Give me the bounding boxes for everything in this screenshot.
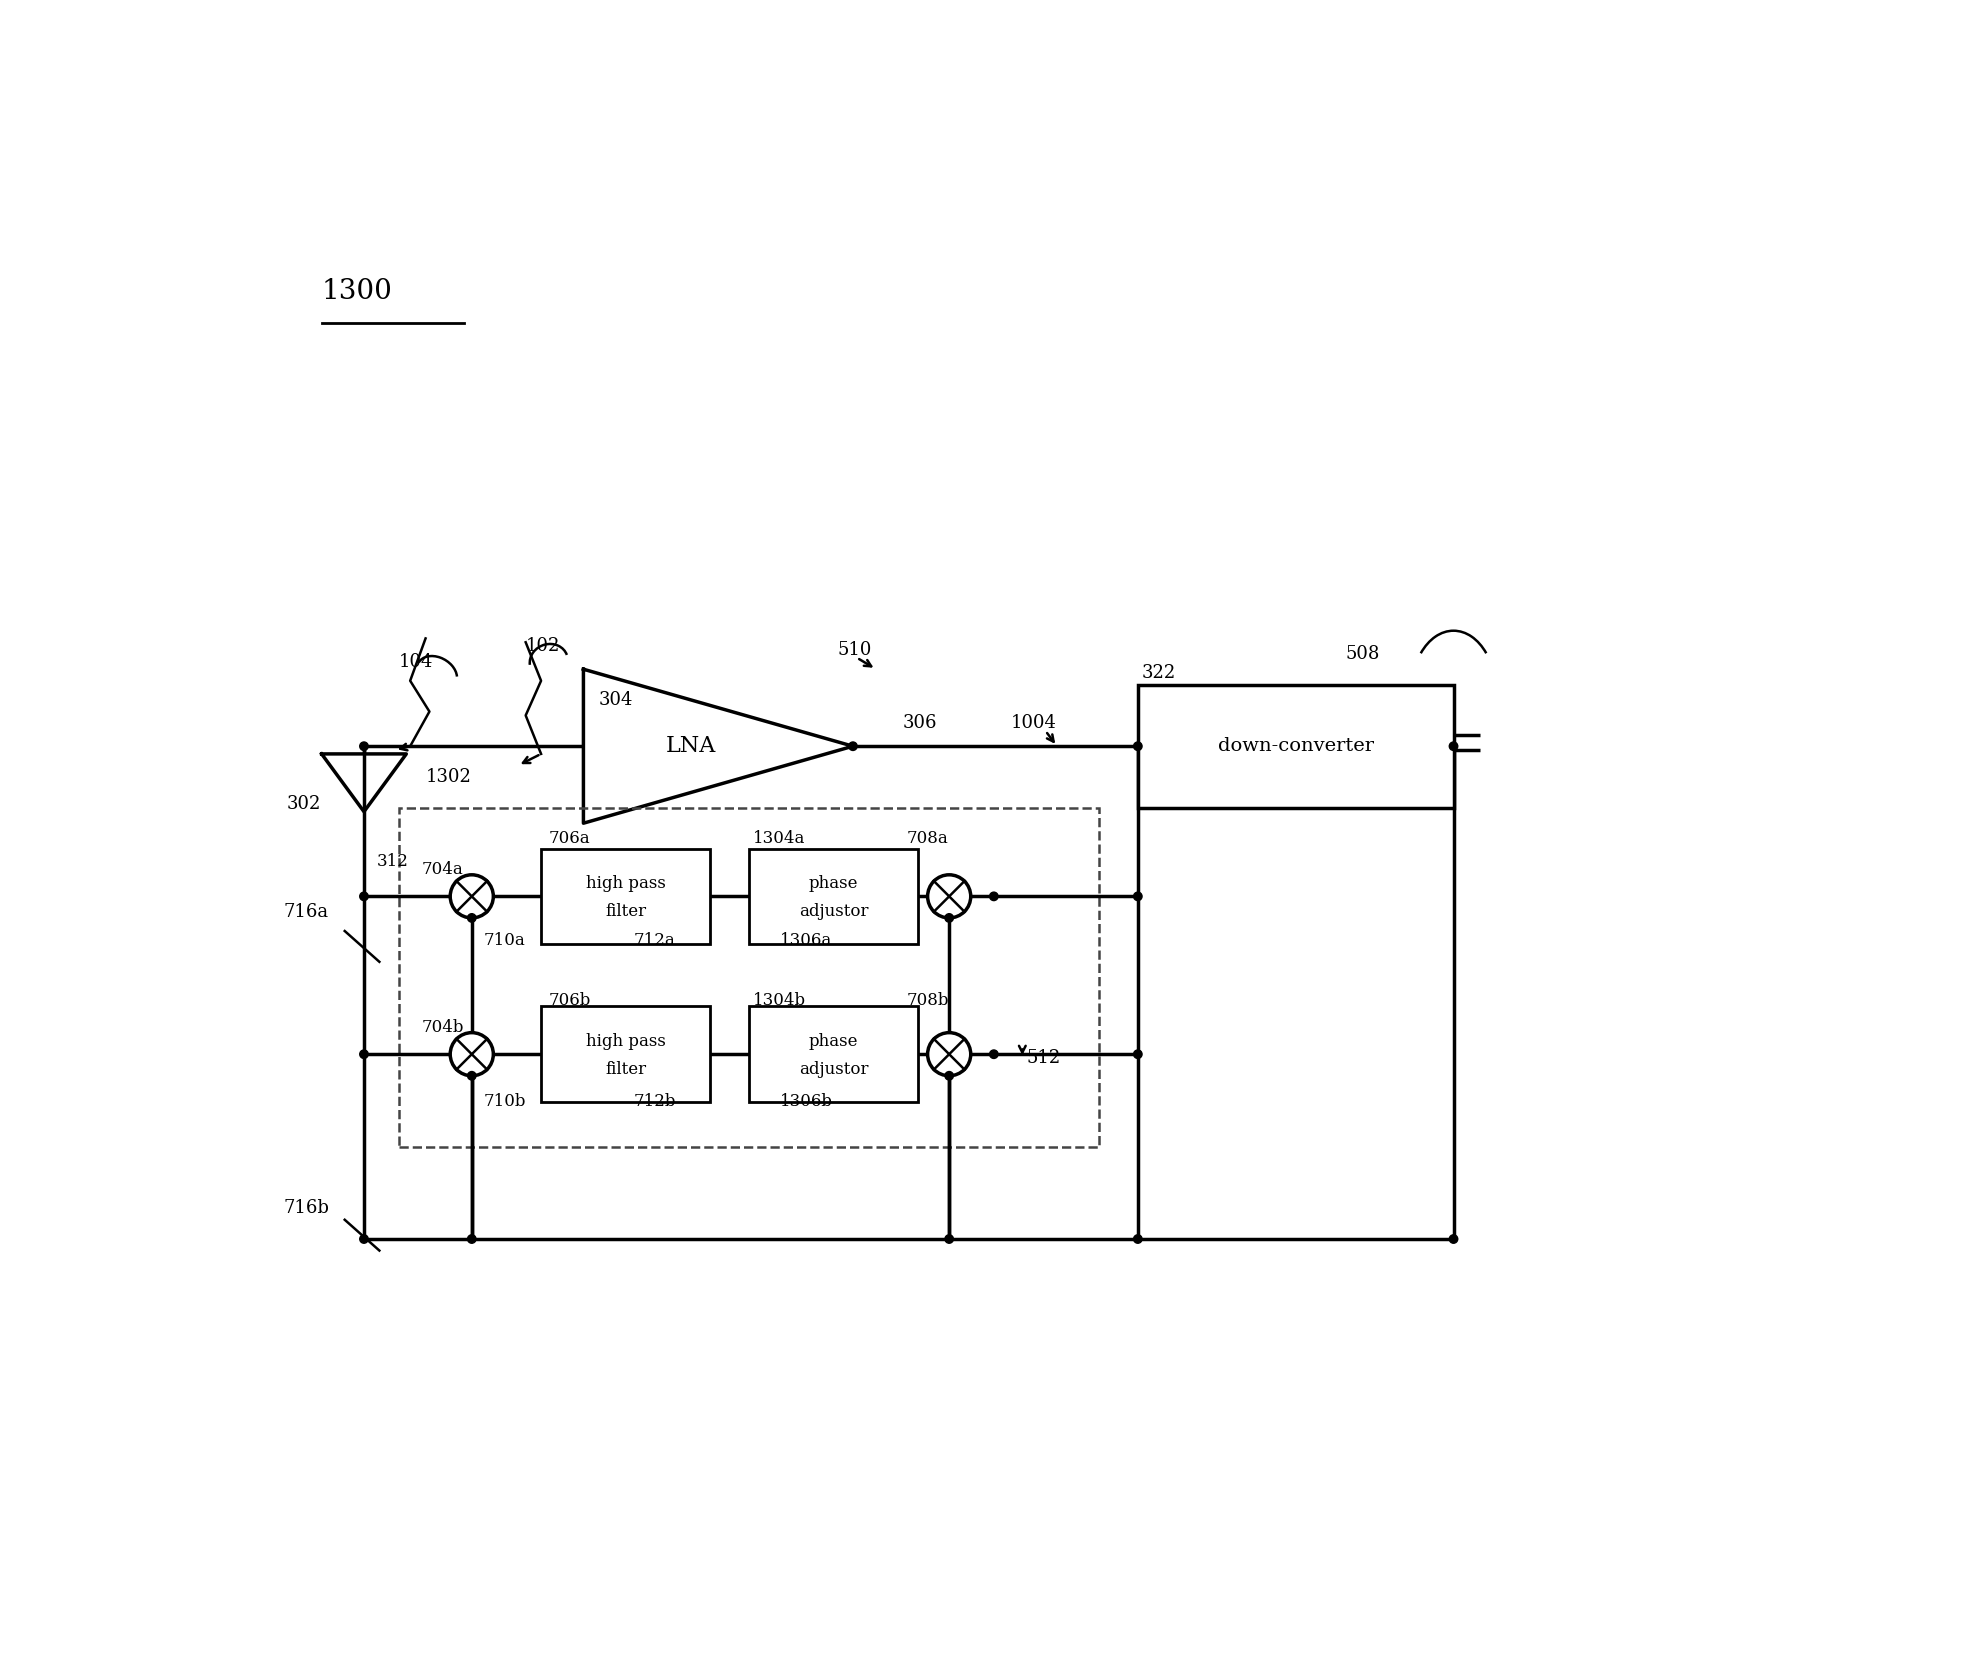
Text: 1306b: 1306b xyxy=(780,1093,833,1110)
Circle shape xyxy=(1449,1235,1459,1243)
Text: 510: 510 xyxy=(837,641,873,659)
Text: 712b: 712b xyxy=(633,1093,677,1110)
Text: 706a: 706a xyxy=(548,829,590,848)
Text: 704a: 704a xyxy=(422,861,463,878)
Circle shape xyxy=(449,875,493,918)
Text: 1304a: 1304a xyxy=(752,829,805,848)
Text: 710a: 710a xyxy=(483,931,524,948)
Text: 1302: 1302 xyxy=(425,768,471,786)
Circle shape xyxy=(928,1033,972,1077)
Circle shape xyxy=(467,1071,477,1080)
Circle shape xyxy=(449,1033,493,1077)
Bar xyxy=(540,1006,710,1102)
Circle shape xyxy=(944,913,954,923)
Text: 1004: 1004 xyxy=(1011,714,1057,733)
Circle shape xyxy=(1134,743,1142,751)
Text: adjustor: adjustor xyxy=(800,903,869,920)
Text: down-converter: down-converter xyxy=(1217,738,1373,754)
Text: LNA: LNA xyxy=(667,736,716,758)
Circle shape xyxy=(944,1071,954,1080)
Circle shape xyxy=(360,1235,368,1243)
Text: 1300: 1300 xyxy=(323,279,392,305)
Text: 712a: 712a xyxy=(633,931,675,948)
Circle shape xyxy=(1134,1235,1142,1243)
Bar xyxy=(1138,684,1453,808)
Text: 1304b: 1304b xyxy=(752,991,805,1008)
Circle shape xyxy=(360,1050,368,1058)
Text: 512: 512 xyxy=(1027,1050,1061,1066)
Text: 304: 304 xyxy=(600,691,633,709)
Circle shape xyxy=(1449,743,1459,751)
Circle shape xyxy=(849,743,857,751)
Bar xyxy=(748,1006,918,1102)
Text: 104: 104 xyxy=(398,653,433,671)
Circle shape xyxy=(928,875,972,918)
Text: 716a: 716a xyxy=(283,903,329,921)
Text: 716b: 716b xyxy=(283,1200,329,1217)
Text: 706b: 706b xyxy=(548,991,592,1008)
Circle shape xyxy=(1134,1050,1142,1058)
Text: high pass: high pass xyxy=(586,1033,665,1050)
Circle shape xyxy=(360,743,368,751)
Text: 302: 302 xyxy=(287,794,321,813)
Circle shape xyxy=(467,913,477,923)
Circle shape xyxy=(990,893,997,901)
Text: phase: phase xyxy=(809,875,859,891)
Text: phase: phase xyxy=(809,1033,859,1050)
Text: 322: 322 xyxy=(1142,664,1176,683)
Text: filter: filter xyxy=(606,903,647,920)
Text: 306: 306 xyxy=(902,714,938,733)
Text: 508: 508 xyxy=(1346,644,1379,663)
Text: 704b: 704b xyxy=(422,1018,465,1036)
Circle shape xyxy=(1134,893,1142,901)
Text: 710b: 710b xyxy=(483,1093,526,1110)
Circle shape xyxy=(990,1050,997,1058)
Circle shape xyxy=(467,1235,477,1243)
Text: high pass: high pass xyxy=(586,875,665,891)
Bar xyxy=(540,848,710,945)
Text: 312: 312 xyxy=(378,853,410,870)
Bar xyxy=(748,848,918,945)
Text: filter: filter xyxy=(606,1061,647,1078)
Text: 1306a: 1306a xyxy=(780,931,831,948)
Circle shape xyxy=(360,893,368,901)
Text: 708a: 708a xyxy=(906,829,948,848)
Bar xyxy=(398,808,1098,1147)
Text: 102: 102 xyxy=(526,638,560,656)
Circle shape xyxy=(944,1235,954,1243)
Text: 708b: 708b xyxy=(906,991,950,1008)
Text: adjustor: adjustor xyxy=(800,1061,869,1078)
